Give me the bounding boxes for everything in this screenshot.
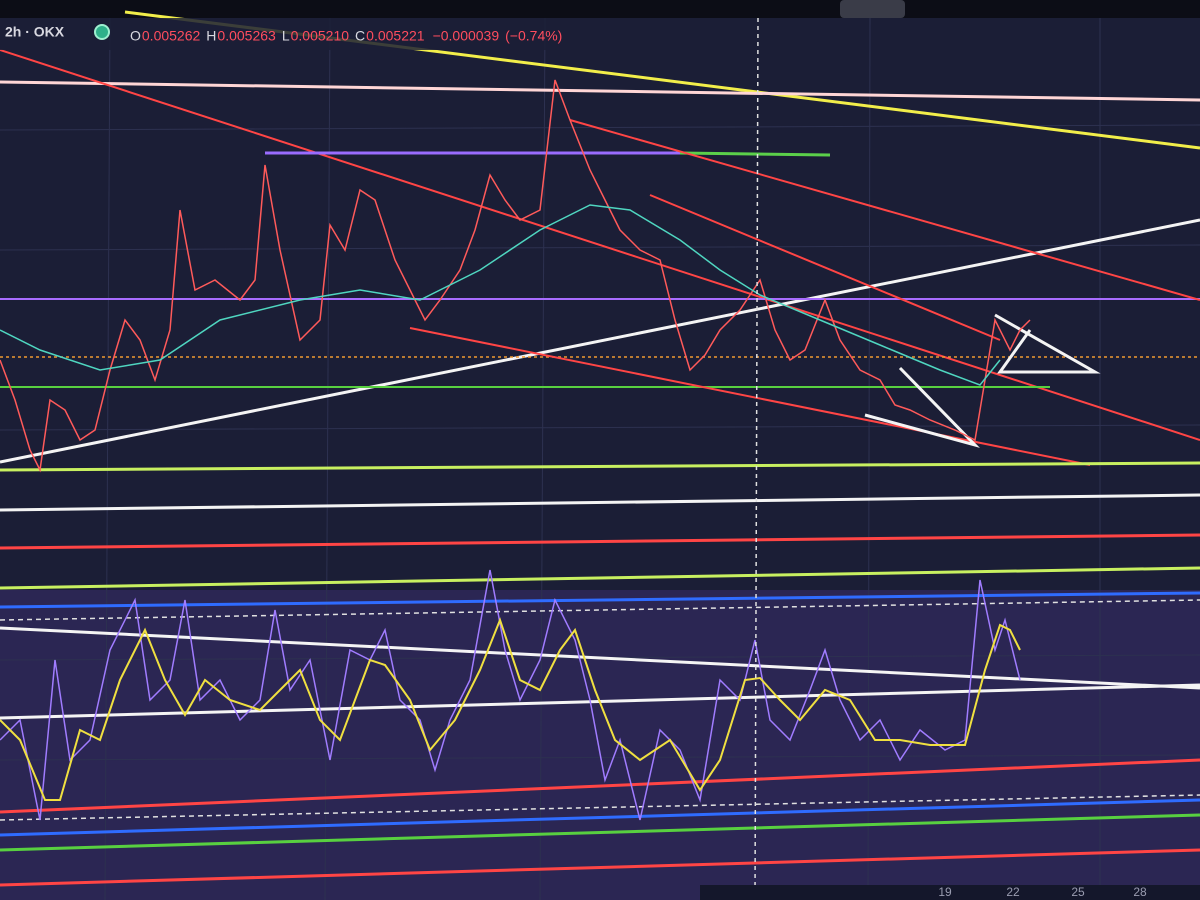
change-percent: (−0.74%): [505, 28, 562, 44]
ohlc-value: 0.005221: [366, 28, 425, 44]
x-axis-bg: [700, 885, 1200, 900]
oscillator: [0, 569, 1021, 821]
ohlc-label: H: [206, 28, 216, 44]
ohlc-label: O: [130, 28, 141, 44]
bezel: [0, 0, 1200, 18]
moving-average: [0, 204, 1001, 386]
price-candles: [0, 79, 1031, 473]
x-tick-label: 25: [1071, 885, 1085, 899]
ohlc: O 0.005262 H 0.005263 L 0.005210 C 0.005221: [130, 28, 425, 44]
grid: [0, 17, 1200, 900]
status-dot: [94, 24, 110, 40]
crosshair: [754, 17, 759, 900]
oscillator-signal: [0, 617, 1021, 801]
symbol: 2h · OKX: [5, 24, 65, 40]
x-axis: 19 22 25 28: [700, 885, 1200, 900]
toolbar-button[interactable]: [840, 0, 905, 18]
ohlc-label: L: [282, 28, 290, 44]
oscillator-pane: [0, 590, 1200, 900]
ohlc-value: 0.005263: [217, 28, 276, 44]
ohlc-label: C: [355, 28, 365, 44]
ohlc-value: 0.005262: [142, 28, 201, 44]
x-tick-label: 22: [1006, 885, 1020, 899]
x-tick-label: 19: [938, 885, 952, 899]
ohlc-value: 0.005210: [291, 28, 350, 44]
x-tick-label: 28: [1133, 885, 1147, 899]
change: −0.000039: [433, 28, 500, 44]
drawings: [0, 10, 1200, 887]
